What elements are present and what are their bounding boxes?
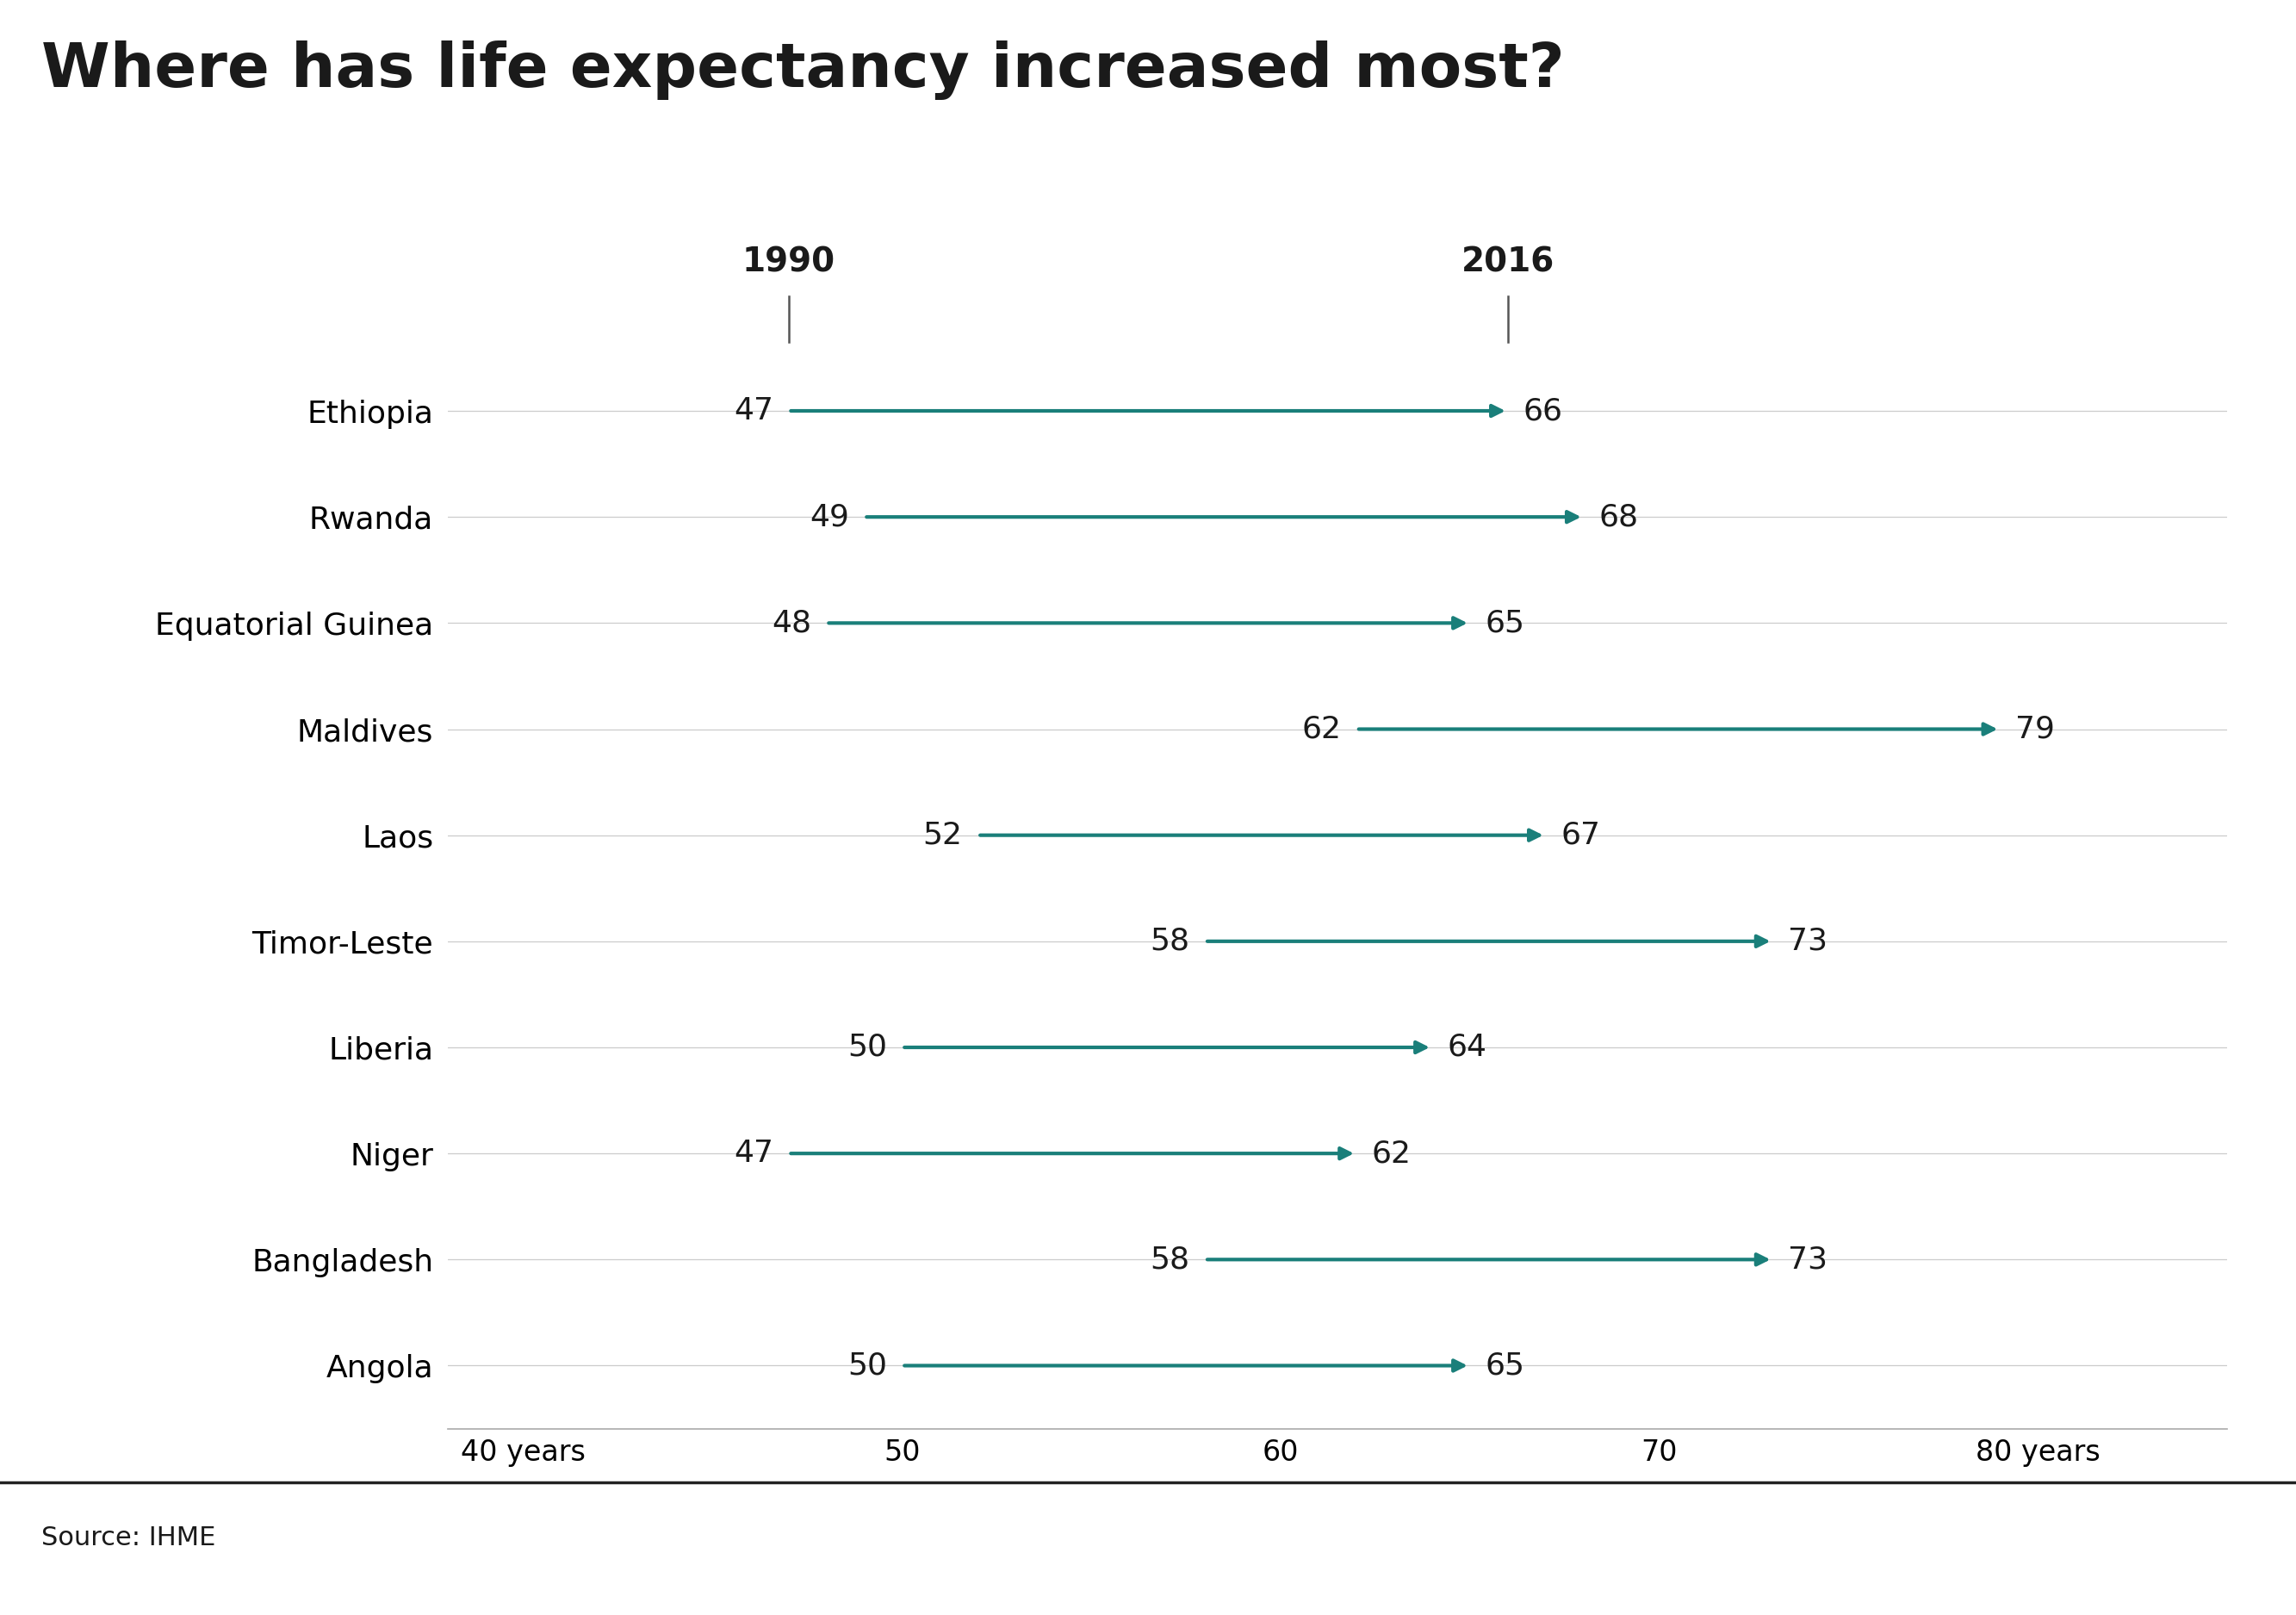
- Text: 49: 49: [810, 502, 850, 531]
- Text: 66: 66: [1522, 396, 1564, 425]
- Text: 58: 58: [1150, 927, 1189, 956]
- Text: 52: 52: [923, 820, 962, 849]
- Text: 50: 50: [847, 1032, 886, 1063]
- Text: 79: 79: [2016, 714, 2055, 745]
- Text: 2016: 2016: [1460, 245, 1554, 279]
- Text: 65: 65: [1486, 1352, 1525, 1381]
- Text: Source: IHME: Source: IHME: [41, 1525, 216, 1550]
- Text: 64: 64: [1446, 1032, 1488, 1063]
- Text: 62: 62: [1302, 714, 1341, 745]
- Text: 67: 67: [1561, 820, 1600, 849]
- Text: 68: 68: [1598, 502, 1639, 531]
- Text: 73: 73: [1789, 927, 1828, 956]
- Text: 1990: 1990: [742, 245, 836, 279]
- Text: 73: 73: [1789, 1245, 1828, 1274]
- Text: B: B: [2037, 1536, 2055, 1560]
- Text: 48: 48: [771, 609, 810, 638]
- Text: 62: 62: [1371, 1139, 1412, 1168]
- Text: 65: 65: [1486, 609, 1525, 638]
- Text: 47: 47: [735, 1139, 774, 1168]
- Text: 50: 50: [847, 1352, 886, 1381]
- Text: 58: 58: [1150, 1245, 1189, 1274]
- Text: C: C: [2229, 1536, 2248, 1560]
- Text: B: B: [2133, 1536, 2151, 1560]
- Text: Where has life expectancy increased most?: Where has life expectancy increased most…: [41, 40, 1564, 100]
- Text: 47: 47: [735, 396, 774, 425]
